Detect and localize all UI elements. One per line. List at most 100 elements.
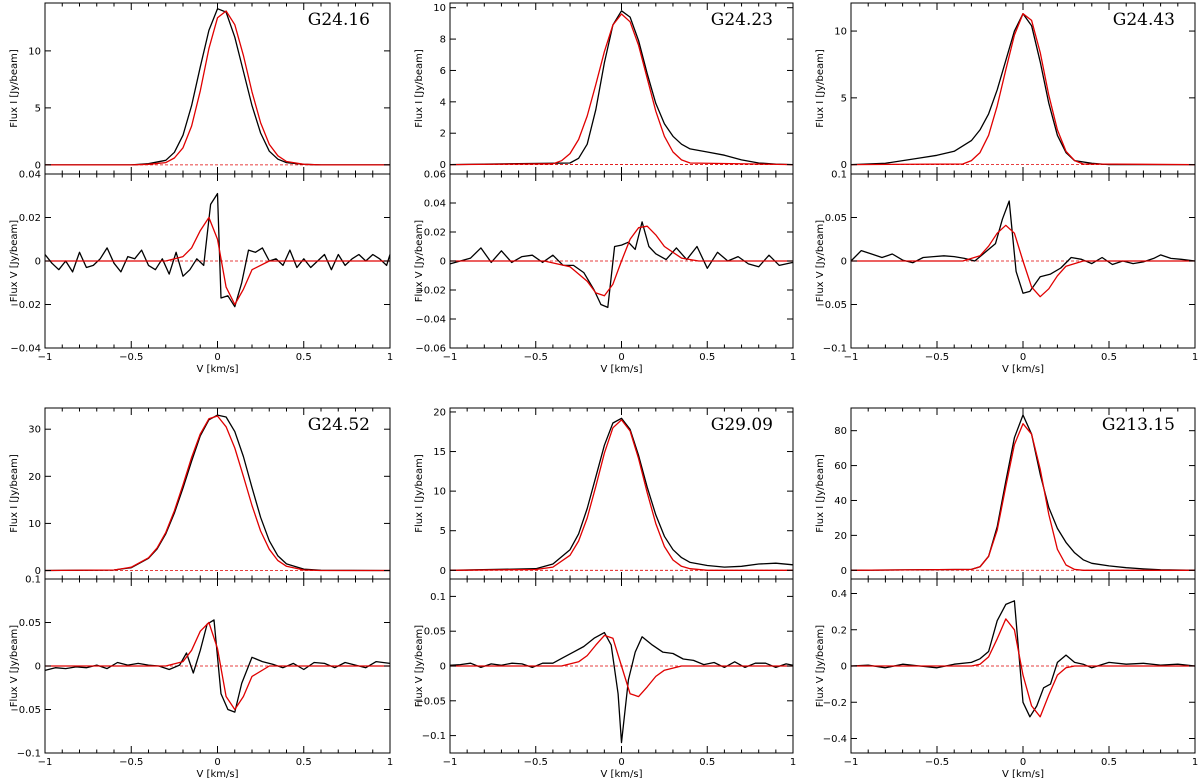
stokes_v-series-model [45, 621, 390, 711]
stokes_i-ytick-label: 80 [834, 426, 847, 437]
stokes_v-ytick-label: −0.06 [415, 344, 446, 355]
stokes_v-ytick-label: 0 [440, 662, 446, 673]
x-tick-label: −0.5 [119, 757, 143, 768]
stokes_i-ytick-label: 10 [28, 519, 41, 530]
x-tick-label: 0 [618, 757, 624, 768]
stokes_i-axis-label: Flux I [Jy/beam] [815, 49, 826, 128]
x-tick-label: 1 [1192, 352, 1198, 363]
stokes_i-series-model [449, 419, 793, 571]
stokes_v-series-observed [449, 631, 794, 744]
stokes_v-ytick-label: 0.2 [831, 625, 847, 636]
stokes_i-series-observed [850, 13, 1195, 166]
stokes_v-ytick-label: 0.1 [430, 592, 446, 603]
stokes_i-series-model [850, 423, 1195, 571]
x-axis-label: V [km/s] [197, 769, 239, 778]
stokes_i-ytick-label: 0 [841, 160, 847, 171]
stokes_v-ytick-label: 0.05 [424, 627, 446, 638]
stokes_v-series-observed [850, 600, 1196, 718]
stokes_i-series-model [45, 10, 390, 166]
x-tick-label: −0.5 [925, 757, 949, 768]
stokes_i-ytick-label: 10 [433, 487, 446, 498]
stokes_i-ytick-label: 5 [35, 103, 41, 114]
panel-title: G213.15 [1102, 415, 1175, 435]
x-tick-label: 0.5 [699, 352, 715, 363]
x-tick-label: −1 [38, 352, 53, 363]
stokes_v-ytick-label: 0.05 [825, 213, 847, 224]
stokes_v-ytick-label: 0.05 [19, 618, 41, 629]
spectrum-panel-g213-15: 0 20 40 60 80 Flux I [Jy/beam] −0.4 −0.2 0 0.2 0.4… [815, 407, 1198, 778]
stokes_v-axis-label: Flux V [Jy/beam] [9, 220, 20, 302]
stokes_v-ytick-label: 0 [841, 662, 847, 673]
stokes_v-axis-label: Flux V [Jy/beam] [414, 220, 425, 302]
x-tick-label: 0.5 [1101, 757, 1117, 768]
x-tick-label: 0.5 [296, 352, 312, 363]
stokes_i-ytick-label: 0 [841, 566, 847, 577]
stokes_v-ytick-label: −0.1 [17, 749, 41, 760]
stokes_v-ytick-label: −0.04 [415, 315, 446, 326]
stokes_v-series-model [45, 216, 390, 306]
x-tick-label: 0.5 [699, 757, 715, 768]
panel-title: G24.43 [1113, 10, 1175, 30]
stokes_v-ytick-label: −0.04 [10, 344, 41, 355]
stokes_v-axis-label: Flux V [Jy/beam] [815, 625, 826, 707]
stokes_i-ytick-label: 10 [834, 27, 847, 38]
stokes_i-ytick-label: 30 [28, 425, 41, 436]
stokes_i-ytick-label: 10 [28, 46, 41, 57]
stokes_v-series-model [851, 224, 1195, 298]
stokes_i-series-observed [449, 10, 794, 166]
x-tick-label: 0 [1020, 352, 1026, 363]
stokes_i-series-model [449, 13, 794, 166]
stokes_i-axis-label: Flux I [Jy/beam] [9, 454, 20, 533]
stokes_i-series-model [850, 13, 1196, 166]
stokes_i-ytick-label: 5 [841, 93, 847, 104]
x-tick-label: 0 [1020, 757, 1026, 768]
stokes_v-ytick-label: 0.1 [831, 170, 847, 181]
stokes_v-ytick-label: −0.4 [823, 734, 847, 745]
panel-title: G29.09 [711, 415, 773, 435]
x-tick-label: 1 [387, 352, 393, 363]
stokes_v-series-observed [449, 221, 794, 309]
stokes_v-series-model [450, 225, 793, 297]
stokes_v-series-observed [44, 619, 391, 713]
panel-title: G24.16 [308, 10, 370, 30]
stokes_i-ytick-label: 20 [28, 472, 41, 483]
stokes_i-ytick-label: 20 [834, 531, 847, 542]
stokes_i-series-observed [44, 414, 391, 572]
stokes_i-ytick-label: 15 [433, 447, 446, 458]
stokes_i-axis-label: Flux I [Jy/beam] [815, 454, 826, 533]
stokes_i-ytick-label: 8 [440, 35, 446, 46]
stokes_v-ytick-label: −0.05 [10, 705, 41, 716]
x-axis-label: V [km/s] [1002, 769, 1044, 778]
stokes_i-series-observed [850, 414, 1196, 571]
x-tick-label: −1 [443, 757, 458, 768]
stokes_v-series-observed [850, 200, 1196, 294]
x-tick-label: 0.5 [296, 757, 312, 768]
stokes_i-ytick-label: 60 [834, 461, 847, 472]
stokes_i-ytick-label: 0 [440, 160, 446, 171]
stokes_v-ytick-label: 0.02 [424, 228, 446, 239]
x-tick-label: −1 [443, 352, 458, 363]
stokes_i-ytick-label: 40 [834, 496, 847, 507]
x-tick-label: −1 [844, 757, 859, 768]
x-tick-label: 0 [214, 352, 220, 363]
x-tick-label: 1 [790, 757, 796, 768]
x-tick-label: −1 [844, 352, 859, 363]
panel-title: G24.23 [711, 10, 773, 30]
stokes_i-axis-label: Flux I [Jy/beam] [414, 49, 425, 128]
stokes_v-axis-label: Flux V [Jy/beam] [815, 220, 826, 302]
stokes_v-ytick-label: 0 [35, 662, 41, 673]
stokes_i-ytick-label: 0 [440, 566, 446, 577]
stokes_i-series-observed [45, 8, 390, 166]
x-tick-label: 1 [387, 757, 393, 768]
stokes_v-series-model [851, 618, 1195, 718]
stokes_i-series-model [44, 415, 390, 572]
panel-title: G24.52 [308, 415, 370, 435]
stokes_v-ytick-label: −0.05 [415, 696, 446, 707]
x-tick-label: −1 [38, 757, 53, 768]
x-tick-label: −0.5 [925, 352, 949, 363]
